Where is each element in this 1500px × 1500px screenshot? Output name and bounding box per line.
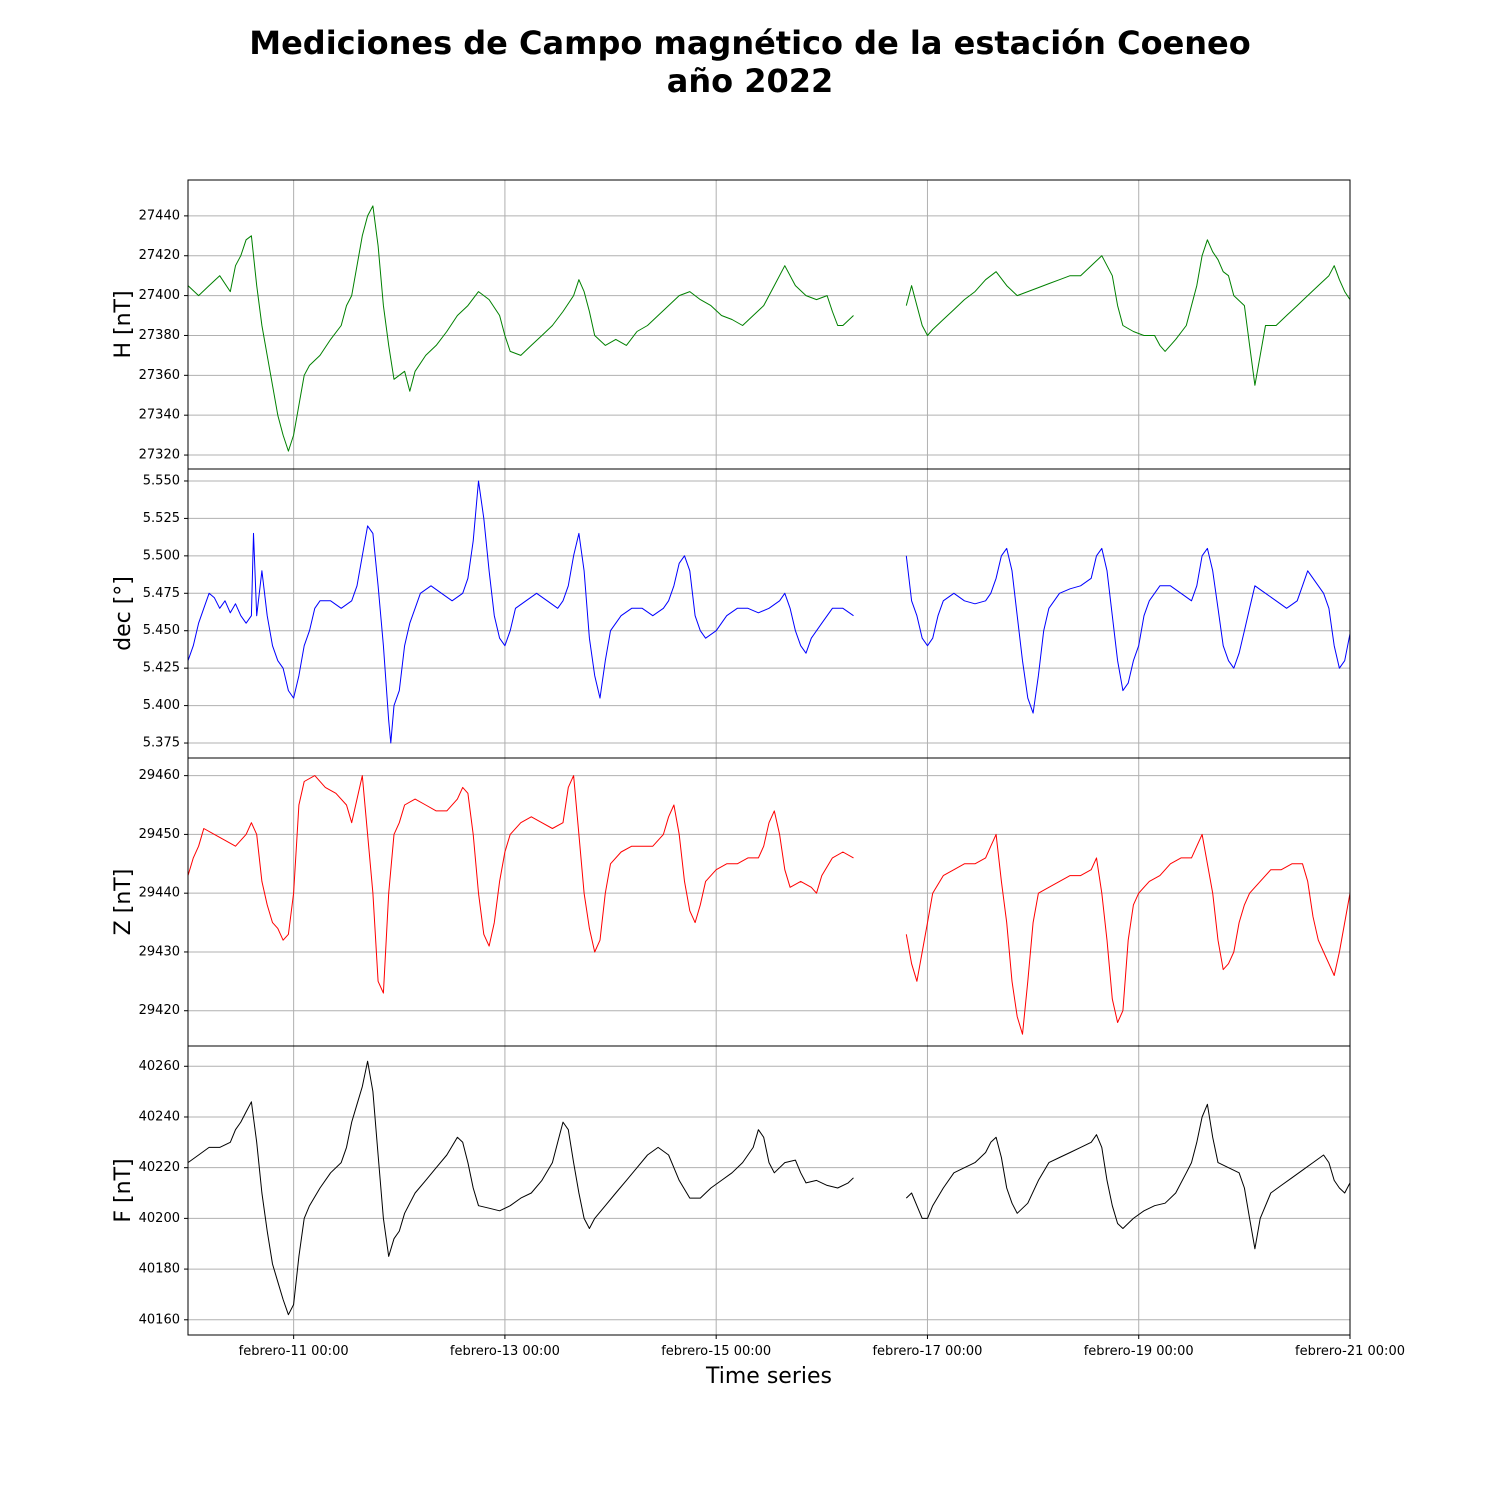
y-tick-label: 40180 bbox=[139, 1262, 180, 1277]
x-axis-label: Time series bbox=[705, 1364, 832, 1389]
y-tick-label: 5.400 bbox=[143, 698, 180, 713]
x-tick-label: febrero-17 00:00 bbox=[872, 1344, 982, 1359]
series-line-Z bbox=[187, 775, 854, 994]
y-tick-label: 40240 bbox=[139, 1109, 180, 1124]
y-tick-label: 29440 bbox=[139, 886, 180, 901]
chart-title: Mediciones de Campo magnético de la esta… bbox=[0, 24, 1500, 100]
series-line-dec bbox=[905, 547, 1351, 714]
x-tick-label: febrero-13 00:00 bbox=[450, 1344, 560, 1359]
plot-frame bbox=[187, 468, 1351, 759]
plot-frame bbox=[187, 757, 1351, 1047]
plot-frame bbox=[187, 179, 1351, 470]
y-tick-label: 40160 bbox=[139, 1312, 180, 1327]
y-tick-label: 27380 bbox=[139, 328, 180, 343]
series-line-dec bbox=[187, 480, 854, 744]
chart-title-line-1: Mediciones de Campo magnético de la esta… bbox=[249, 24, 1251, 62]
y-tick-label: 27320 bbox=[139, 448, 180, 463]
y-tick-label: 5.475 bbox=[143, 586, 180, 601]
y-tick-label: 5.375 bbox=[143, 736, 180, 751]
y-tick-label: 5.450 bbox=[143, 623, 180, 638]
panel-Z: 29420 29430 29440 29450 29460 Z [nT] bbox=[111, 757, 1351, 1047]
y-tick-label: 40200 bbox=[139, 1211, 180, 1226]
series-line-Z bbox=[905, 833, 1351, 1035]
y-tick-label: 27420 bbox=[139, 248, 180, 263]
y-tick-label: 5.525 bbox=[143, 511, 180, 526]
y-axis-label: dec [°] bbox=[111, 576, 136, 651]
y-axis-label: H [nT] bbox=[111, 290, 136, 358]
series-line-F bbox=[905, 1103, 1351, 1250]
series-line-H bbox=[187, 205, 854, 452]
y-tick-label: 5.425 bbox=[143, 661, 180, 676]
x-tick-label: febrero-21 00:00 bbox=[1295, 1344, 1405, 1359]
chart-title-line-2: año 2022 bbox=[666, 62, 834, 100]
series-line-H bbox=[905, 239, 1351, 386]
y-axis-label: F [nT] bbox=[111, 1158, 136, 1222]
y-tick-label: 29420 bbox=[139, 1003, 180, 1018]
panel-dec: 5.375 5.400 5.425 5.450 5.475 5.500 5.525 5.550… bbox=[111, 468, 1351, 759]
y-tick-label: 27360 bbox=[139, 368, 180, 383]
x-tick-label: febrero-19 00:00 bbox=[1084, 1344, 1194, 1359]
series-line-F bbox=[187, 1060, 854, 1316]
y-tick-label: 27440 bbox=[139, 208, 180, 223]
y-tick-label: 27400 bbox=[139, 288, 180, 303]
y-tick-label: 40220 bbox=[139, 1160, 180, 1175]
x-tick-label: febrero-15 00:00 bbox=[661, 1344, 771, 1359]
y-tick-label: 5.550 bbox=[143, 473, 180, 488]
y-tick-label: 27340 bbox=[139, 408, 180, 423]
plot-frame bbox=[187, 1045, 1351, 1336]
y-tick-label: 29450 bbox=[139, 827, 180, 842]
x-tick-label: febrero-11 00:00 bbox=[239, 1344, 349, 1359]
y-tick-label: 40260 bbox=[139, 1059, 180, 1074]
panel-H: 27320 27340 27360 27380 27400 27420 27440 H [nT… bbox=[111, 179, 1351, 470]
y-tick-label: 29460 bbox=[139, 768, 180, 783]
y-tick-label: 5.500 bbox=[143, 548, 180, 563]
panel-F: 40160 40180 40200 40220 40240 40260 F [nT] bbox=[111, 1045, 1351, 1336]
y-tick-label: 29430 bbox=[139, 944, 180, 959]
y-axis-label: Z [nT] bbox=[111, 869, 136, 936]
